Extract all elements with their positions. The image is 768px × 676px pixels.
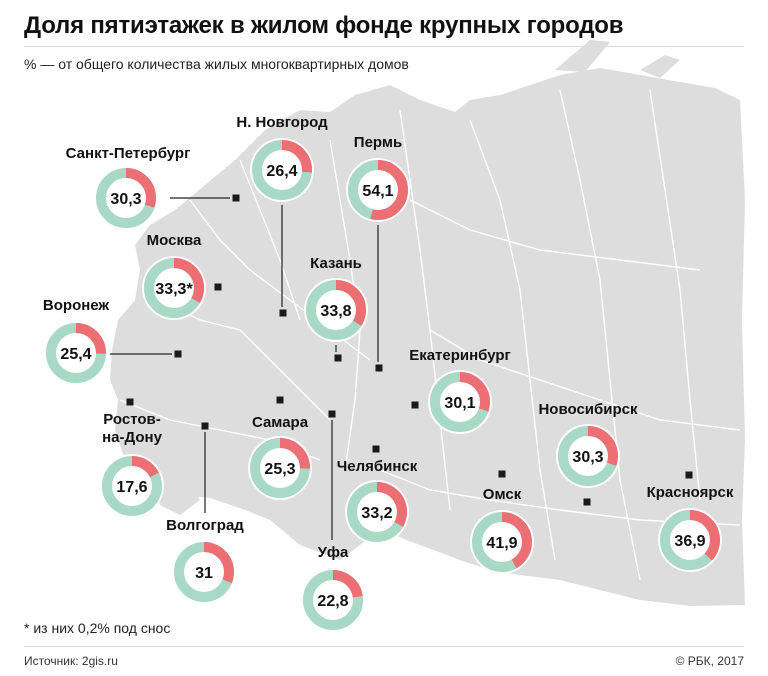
city-15-value-label: 22,8 bbox=[317, 593, 348, 610]
city-6-donut-share bbox=[46, 323, 106, 383]
city-10-value-label: 30,3 bbox=[572, 449, 603, 466]
city-13-marker bbox=[685, 471, 693, 479]
city-13-donut-share bbox=[660, 510, 720, 570]
map-island-shape-2 bbox=[640, 55, 680, 78]
chart-title: Доля пятиэтажек в жилом фонде крупных го… bbox=[24, 12, 624, 39]
region-border-line bbox=[429, 329, 741, 431]
city-7-donut-share bbox=[430, 372, 490, 432]
city-4-donut-share bbox=[144, 258, 204, 318]
city-1-name-label: Санкт-Петербург bbox=[66, 145, 191, 162]
city-10-donut-group: 30,3 Новосибирск bbox=[538, 401, 638, 488]
city-3-donut-share bbox=[348, 160, 408, 220]
city-3-name-label: Пермь bbox=[354, 134, 402, 151]
city-3-value-label: 54,1 bbox=[362, 183, 393, 200]
city-9-value-label: 25,3 bbox=[264, 461, 295, 478]
city-3-marker bbox=[375, 364, 383, 372]
city-6-donut-group: 25,4 Воронеж bbox=[43, 297, 110, 385]
region-border-line bbox=[649, 89, 701, 501]
city-9-name-label: Самара bbox=[252, 414, 309, 431]
city-13-value-label: 36,9 bbox=[674, 533, 705, 550]
city-6-name-label: Воронеж bbox=[43, 297, 110, 314]
city-donuts: 30,3 Санкт-Петербург 26,4 Н. Новгород 54,1 Пе… bbox=[43, 114, 734, 632]
city-8-donut-group: 17,6 Ростов-на-Дону bbox=[100, 411, 164, 518]
city-15-donut-group: 22,8 Уфа bbox=[301, 544, 365, 632]
city-8-value-label: 17,6 bbox=[116, 479, 147, 496]
region-border-line bbox=[559, 89, 641, 581]
source-note: Источник: 2gis.ru bbox=[24, 654, 118, 668]
city-15-marker bbox=[328, 410, 336, 418]
city-3-donut-group: 54,1 Пермь bbox=[346, 134, 410, 222]
city-14-donut-share bbox=[174, 542, 234, 602]
city-13-donut-group: 36,9 Красноярск bbox=[647, 484, 734, 572]
city-1-value-label: 30,3 bbox=[110, 191, 141, 208]
city-14-name-label: Волгоград bbox=[166, 517, 244, 534]
city-14-marker bbox=[201, 422, 209, 430]
footnote: * из них 0,2% под снос bbox=[24, 620, 171, 636]
region-border-line bbox=[399, 109, 451, 511]
region-border-line bbox=[159, 299, 331, 421]
city-1-donut-share bbox=[96, 168, 156, 228]
city-4-name-label: Москва bbox=[147, 232, 202, 249]
city-2-name-label: Н. Новгород bbox=[236, 114, 328, 131]
map-island-shape bbox=[555, 40, 610, 72]
city-11-donut-share bbox=[347, 482, 407, 542]
chart-subtitle: % — от общего количества жилых многоквар… bbox=[24, 56, 409, 72]
city-8-donut-share bbox=[102, 456, 162, 516]
city-15-name-label: Уфа bbox=[318, 544, 349, 561]
city-2-marker bbox=[279, 309, 287, 317]
city-6-marker bbox=[174, 350, 182, 358]
region-border-line bbox=[239, 159, 301, 321]
city-11-name-label: Челябинск bbox=[337, 458, 418, 475]
region-border-line bbox=[379, 469, 741, 526]
city-9-marker bbox=[276, 396, 284, 404]
city-15-donut-share bbox=[303, 570, 363, 630]
city-13-name-label: Красноярск bbox=[647, 484, 734, 501]
city-2-donut-group: 26,4 Н. Новгород bbox=[236, 114, 328, 202]
city-6-value-label: 25,4 bbox=[60, 346, 91, 363]
city-4-value-label: 33,3* bbox=[155, 281, 193, 298]
city-10-donut-share bbox=[558, 426, 618, 486]
city-5-marker bbox=[334, 354, 342, 362]
city-7-donut-group: 30,1 Екатеринбург bbox=[409, 347, 511, 434]
city-12-donut-group: 41,9 Омск bbox=[470, 486, 534, 574]
city-markers bbox=[126, 194, 693, 506]
bottom-divider bbox=[24, 646, 744, 647]
city-5-donut-share bbox=[306, 280, 366, 340]
city-1-marker bbox=[232, 194, 240, 202]
city-9-donut-share bbox=[250, 438, 310, 498]
city-11-value-label: 33,2 bbox=[361, 505, 392, 522]
city-5-value-label: 33,8 bbox=[320, 303, 351, 320]
city-12-value-label: 41,9 bbox=[486, 535, 517, 552]
region-border-line bbox=[469, 119, 556, 561]
city-5-donut-group: 33,8 Казань bbox=[304, 255, 368, 342]
city-10-marker bbox=[583, 498, 591, 506]
connector-lines bbox=[110, 197, 379, 540]
city-2-donut-share bbox=[252, 140, 312, 200]
region-border-line bbox=[409, 199, 701, 271]
city-9-donut-group: 25,3 Самара bbox=[248, 414, 312, 500]
city-8-name-label-1: Ростов- bbox=[103, 411, 160, 428]
city-12-donut-share bbox=[472, 512, 532, 572]
city-7-marker bbox=[411, 401, 419, 409]
city-14-donut-group: 31 Волгоград bbox=[166, 517, 244, 604]
city-11-marker bbox=[372, 445, 380, 453]
city-11-donut-group: 33,2 Челябинск bbox=[337, 458, 418, 544]
city-4-marker bbox=[214, 283, 222, 291]
city-12-marker bbox=[498, 470, 506, 478]
city-7-name-label: Екатеринбург bbox=[409, 347, 511, 364]
copyright-note: © РБК, 2017 bbox=[675, 654, 744, 668]
city-4-donut-group: 33,3* Москва bbox=[142, 232, 206, 320]
city-12-name-label: Омск bbox=[483, 486, 522, 503]
city-5-name-label: Казань bbox=[310, 255, 362, 272]
city-10-name-label: Новосибирск bbox=[538, 401, 638, 418]
city-2-value-label: 26,4 bbox=[266, 163, 297, 180]
city-8-name-label-2: на-Дону bbox=[102, 429, 162, 446]
city-7-value-label: 30,1 bbox=[444, 395, 475, 412]
city-14-value-label: 31 bbox=[195, 565, 213, 582]
city-8-marker bbox=[126, 398, 134, 406]
city-1-donut-group: 30,3 Санкт-Петербург bbox=[66, 145, 191, 230]
top-divider bbox=[24, 46, 744, 47]
